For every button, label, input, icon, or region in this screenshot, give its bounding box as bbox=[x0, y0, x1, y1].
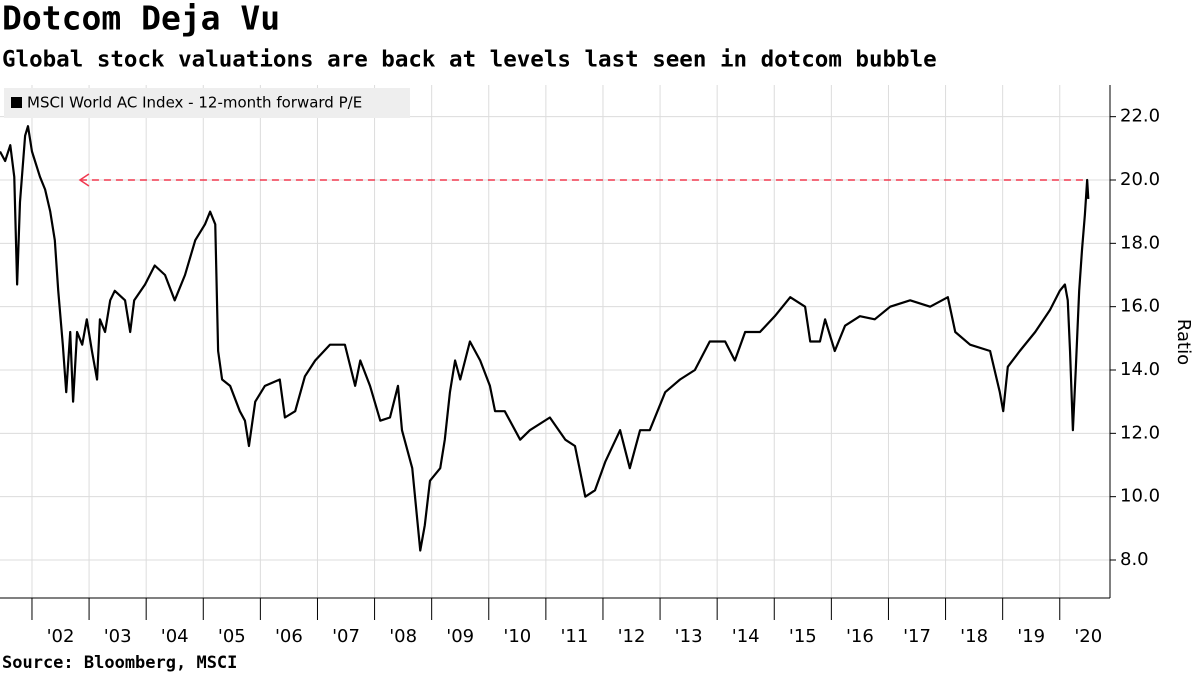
reference-arrowhead bbox=[78, 173, 90, 187]
x-tick-label: '18 bbox=[960, 626, 988, 647]
y-tick-label: 18.0 bbox=[1120, 232, 1160, 253]
x-tick-label: '05 bbox=[218, 626, 246, 647]
x-tick-label: '11 bbox=[560, 626, 588, 647]
y-axis-label: Ratio bbox=[1173, 319, 1194, 365]
y-tick-label: 10.0 bbox=[1120, 486, 1160, 507]
x-tick-label: '09 bbox=[446, 626, 474, 647]
chart-subtitle: Global stock valuations are back at leve… bbox=[2, 47, 937, 73]
y-tick-label: 8.0 bbox=[1120, 549, 1149, 570]
data-line bbox=[0, 125, 1090, 552]
y-tick-label: 20.0 bbox=[1120, 169, 1160, 190]
x-tick-label: '13 bbox=[675, 626, 703, 647]
y-tick-label: 22.0 bbox=[1120, 106, 1160, 127]
x-tick-label: '10 bbox=[503, 626, 531, 647]
x-tick-label: '14 bbox=[732, 626, 760, 647]
x-tick-label: '19 bbox=[1017, 626, 1045, 647]
source-note: Source: Bloomberg, MSCI bbox=[2, 653, 237, 673]
y-tick-label: 16.0 bbox=[1120, 296, 1160, 317]
x-tick-label: '07 bbox=[332, 626, 360, 647]
chart-title: Dotcom Deja Vu bbox=[2, 0, 280, 38]
y-tick-label: 14.0 bbox=[1120, 359, 1160, 380]
x-tick-label: '20 bbox=[1074, 626, 1102, 647]
x-tick-label: '04 bbox=[161, 626, 189, 647]
y-tick-label: 12.0 bbox=[1120, 422, 1160, 443]
legend-swatch bbox=[11, 97, 22, 108]
x-tick-label: '15 bbox=[789, 626, 817, 647]
x-tick-label: '03 bbox=[104, 626, 132, 647]
legend-box bbox=[4, 88, 410, 118]
x-tick-label: '02 bbox=[47, 626, 75, 647]
x-tick-label: '06 bbox=[275, 626, 303, 647]
x-tick-label: '12 bbox=[618, 626, 646, 647]
x-tick-label: '08 bbox=[389, 626, 417, 647]
legend-label: MSCI World AC Index - 12-month forward P… bbox=[27, 94, 362, 112]
x-tick-label: '17 bbox=[903, 626, 931, 647]
x-tick-label: '16 bbox=[846, 626, 874, 647]
